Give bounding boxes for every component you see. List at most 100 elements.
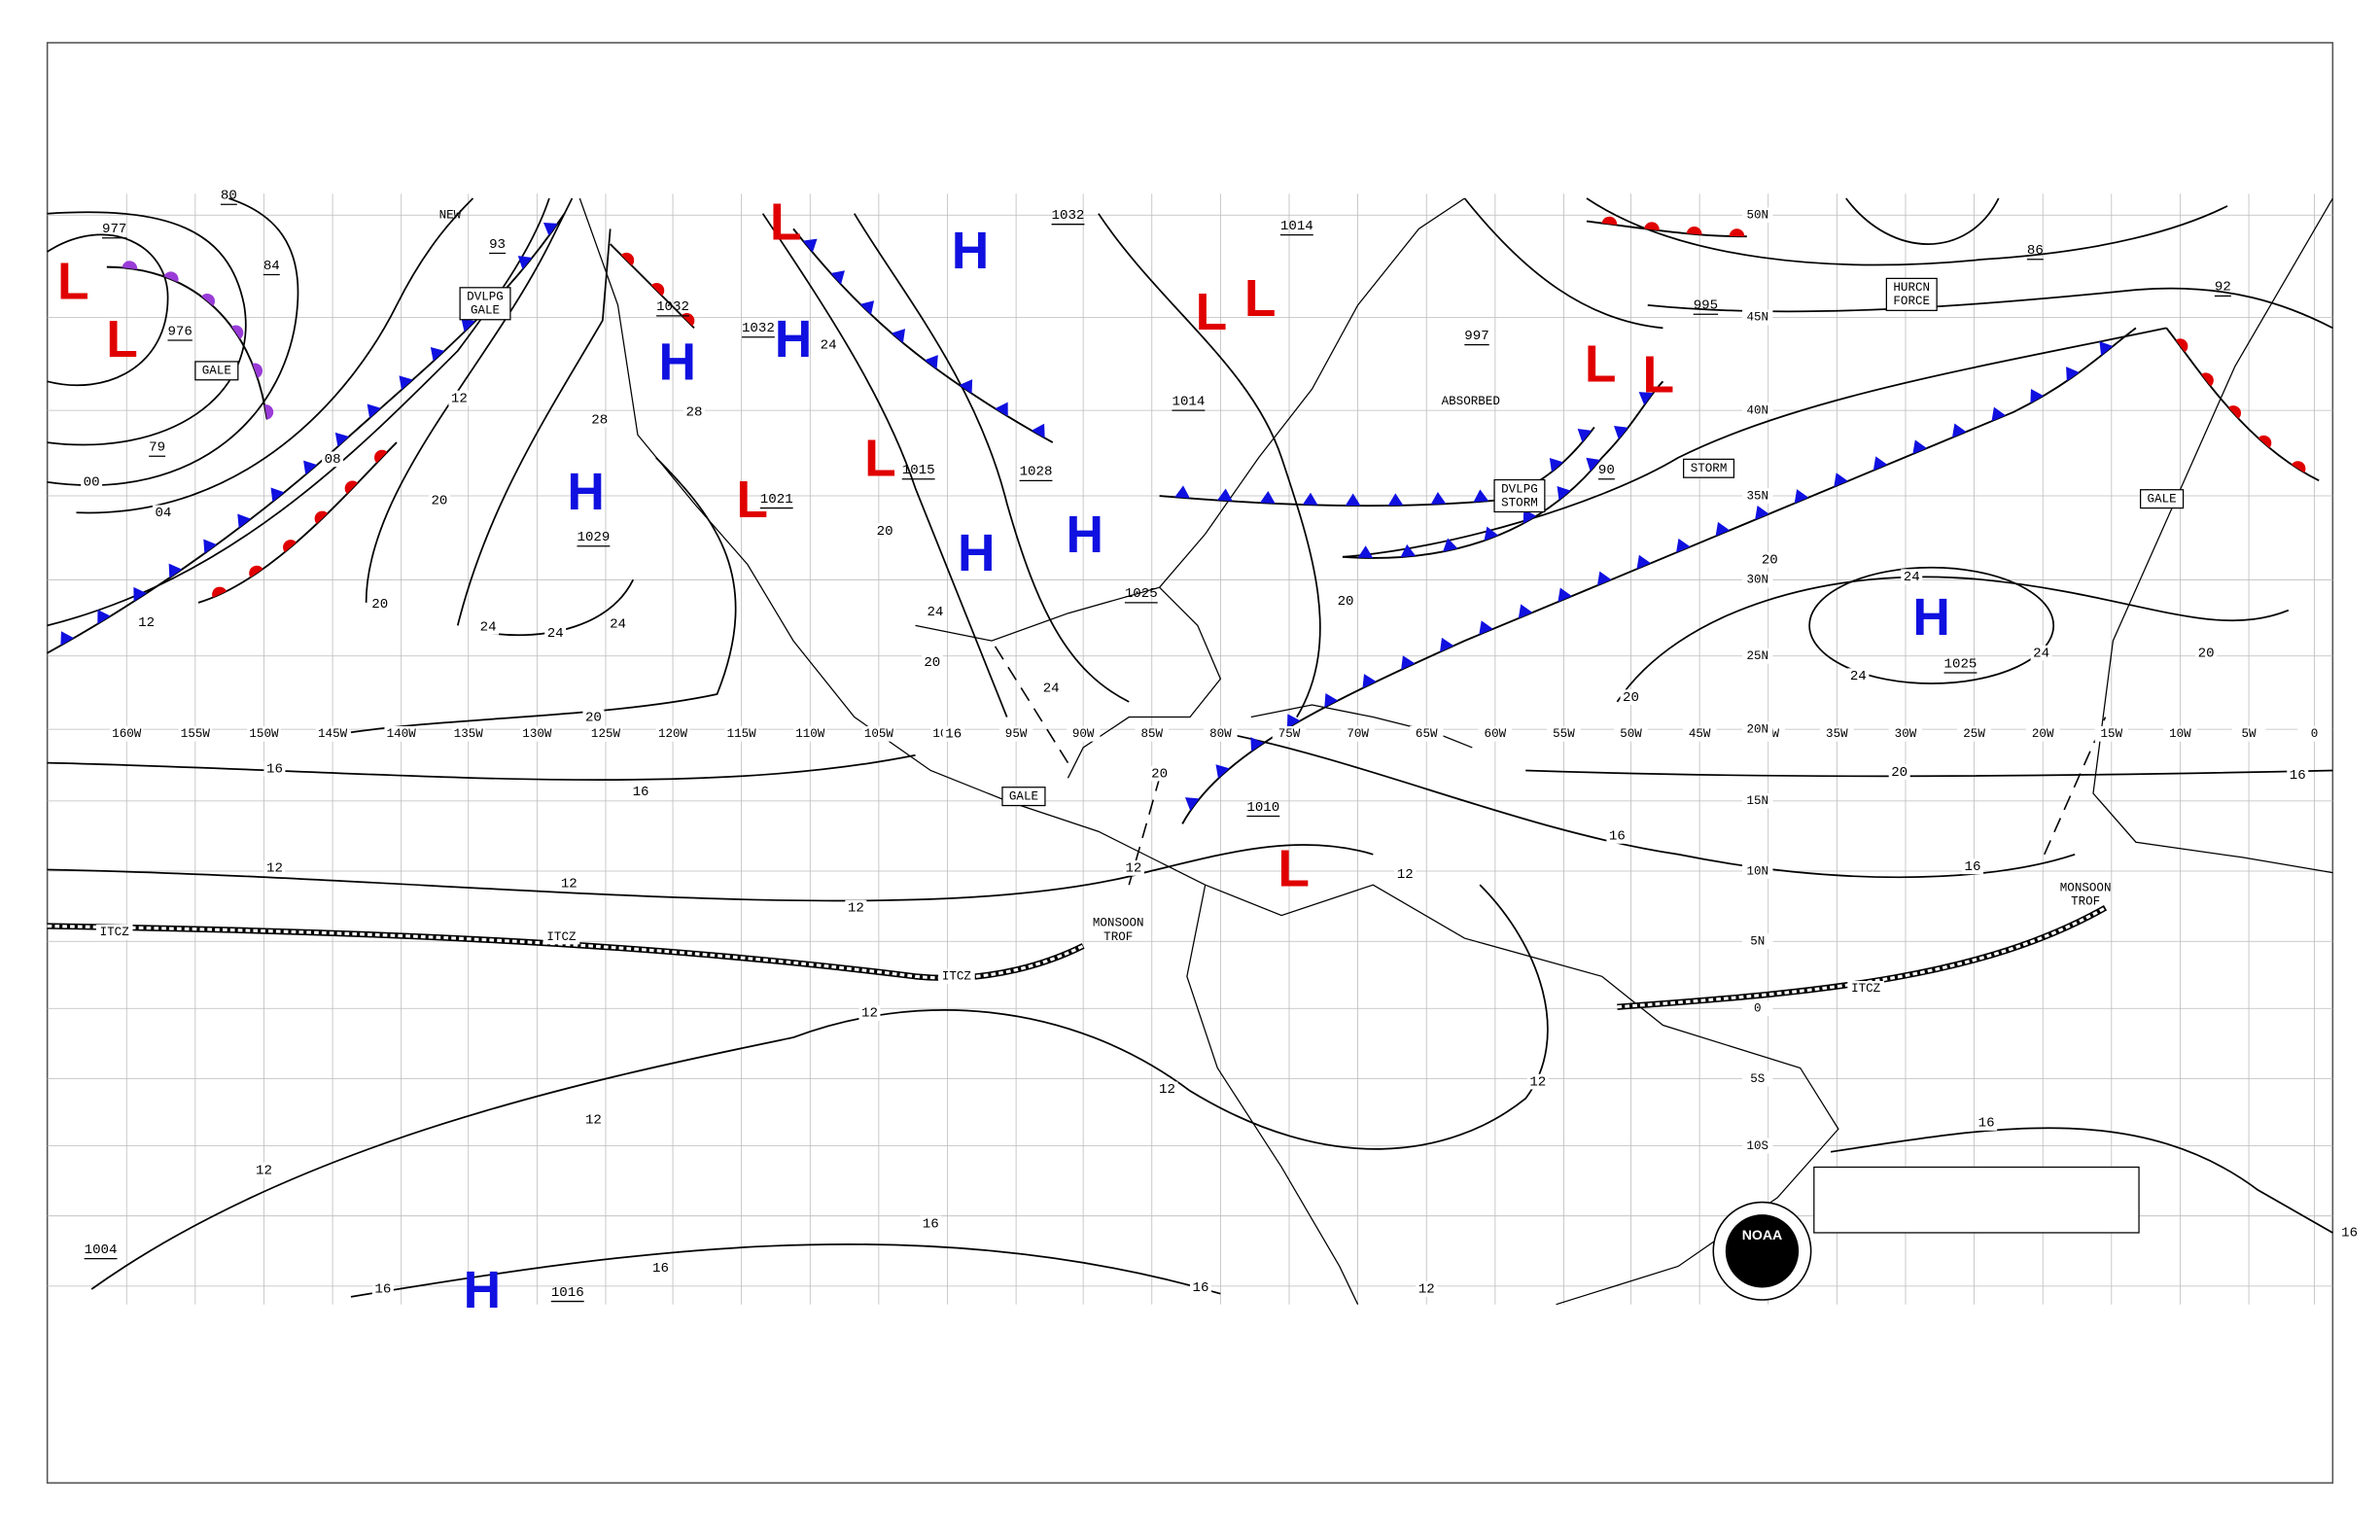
warning-label: GALE bbox=[202, 365, 231, 378]
isobar-label-bg bbox=[1901, 569, 1923, 585]
pressure-value: 93 bbox=[489, 237, 506, 253]
isobar-label-bg bbox=[1606, 828, 1628, 844]
pressure-value: 1032 bbox=[656, 299, 689, 315]
isobar-label: 20 bbox=[431, 493, 447, 508]
lon-label-box bbox=[1135, 725, 1170, 742]
isobar-label-bg bbox=[322, 451, 344, 468]
cold-front-barb bbox=[2066, 367, 2080, 381]
warning-label: GALE bbox=[2148, 492, 2177, 506]
warm-front-bump bbox=[249, 565, 263, 578]
isobar-label: 20 bbox=[1891, 765, 1908, 781]
lon-label-box bbox=[2094, 725, 2129, 742]
isobar-label: 20 bbox=[1151, 766, 1168, 782]
lat-label: 20N bbox=[1746, 722, 1768, 736]
isobar-label-bg bbox=[253, 1162, 275, 1178]
isobar bbox=[350, 1242, 1221, 1298]
pressure-value: 1025 bbox=[1944, 656, 1978, 672]
lat-label-box bbox=[1742, 309, 1773, 326]
isobar bbox=[365, 197, 574, 603]
isobar-label: 16 bbox=[1978, 1116, 1995, 1132]
isobar-label-bg bbox=[818, 336, 840, 353]
lon-label-box bbox=[1820, 725, 1854, 742]
lon-label-box bbox=[1888, 725, 1923, 742]
isobar-label: 12 bbox=[561, 876, 578, 892]
cold-front-barb bbox=[430, 347, 445, 362]
map-label: MONSOON bbox=[2060, 882, 2112, 895]
low-center: L bbox=[1585, 335, 1617, 393]
isobar-label-bg bbox=[1156, 1081, 1178, 1098]
lon-label: 105W bbox=[864, 727, 894, 741]
cold-front-barb bbox=[399, 375, 413, 390]
isobar-label-bg bbox=[81, 474, 103, 490]
lon-label-box bbox=[1614, 725, 1648, 742]
isobar-label-bg bbox=[135, 614, 158, 631]
lon-label: 65W bbox=[1416, 727, 1438, 741]
lat-label: 25N bbox=[1746, 649, 1768, 663]
isobar-label: 08 bbox=[325, 452, 341, 468]
isobar-label-bg bbox=[263, 761, 286, 777]
isobar-label-bg bbox=[1888, 764, 1910, 780]
occluded-front-bump bbox=[122, 261, 138, 270]
cold-front-barb bbox=[1400, 543, 1417, 558]
cold-front-barb bbox=[959, 379, 973, 394]
lon-label-box bbox=[588, 725, 623, 742]
pressure-value: 80 bbox=[221, 189, 237, 204]
lat-label-box bbox=[1742, 863, 1773, 879]
lat-label-box bbox=[1742, 1070, 1773, 1087]
isobar-label-bg bbox=[607, 615, 629, 632]
warning-box bbox=[194, 361, 239, 381]
lon-label: 5W bbox=[2242, 727, 2258, 741]
lon-label-box bbox=[1547, 725, 1581, 742]
warning-label: FORCE bbox=[1893, 295, 1930, 308]
cold-front-barb bbox=[1286, 714, 1301, 729]
cold-front-barb bbox=[1596, 571, 1612, 586]
isobar-label: 16 bbox=[945, 727, 962, 743]
isobar-label: 12 bbox=[451, 391, 468, 406]
isobar-label: 16 bbox=[374, 1282, 391, 1298]
isobar-label-bg bbox=[1190, 1279, 1211, 1296]
isobar-label-bg bbox=[588, 411, 611, 428]
isobar bbox=[47, 753, 916, 782]
lon-label: 75W bbox=[1278, 727, 1301, 741]
map-label: MONSOON bbox=[1093, 917, 1144, 930]
isobar-label-bg bbox=[1335, 593, 1357, 610]
lon-label-box bbox=[247, 725, 281, 742]
lon-label: 110W bbox=[795, 727, 825, 741]
isobar-label-bg bbox=[942, 725, 964, 742]
isobar-label: 16 bbox=[266, 762, 283, 778]
lon-label: 145W bbox=[318, 727, 348, 741]
isobar-label: 12 bbox=[861, 1006, 878, 1022]
lat-label-box bbox=[1742, 721, 1773, 737]
low-center: L bbox=[1278, 841, 1310, 898]
cold-front-barb bbox=[1479, 620, 1493, 635]
high-center: H bbox=[658, 334, 696, 392]
pressure-value: 86 bbox=[2027, 243, 2044, 259]
high-center: H bbox=[958, 525, 996, 582]
isobar-label: 12 bbox=[1418, 1282, 1435, 1298]
occluded-front-bump bbox=[163, 271, 179, 283]
lat-label: 45N bbox=[1746, 311, 1768, 325]
warning-label: GALE bbox=[471, 304, 500, 318]
cold-front-barb bbox=[1794, 489, 1809, 504]
isobar-label: 00 bbox=[84, 475, 100, 491]
cold-front-barb bbox=[1387, 493, 1404, 507]
cold-front-barb bbox=[542, 222, 558, 236]
cold-front-barb bbox=[203, 539, 218, 554]
isobar-label-bg bbox=[582, 1111, 605, 1128]
lon-label-box bbox=[861, 725, 896, 742]
warning-box bbox=[1001, 787, 1046, 807]
itcz-label: ITCZ bbox=[546, 930, 577, 944]
isobar-label: 24 bbox=[927, 605, 943, 620]
isobar-label-bg bbox=[921, 654, 943, 670]
isobar-label-bg bbox=[874, 523, 896, 539]
warning-box bbox=[1885, 277, 1938, 311]
warm-front-bump bbox=[1601, 216, 1618, 226]
itcz-label-bg bbox=[1847, 981, 1884, 997]
isobar-label-bg bbox=[1962, 858, 1983, 875]
lat-label: 35N bbox=[1746, 489, 1768, 503]
lon-label-box bbox=[1682, 725, 1717, 742]
coastline bbox=[1159, 197, 1465, 588]
isobar-label-bg bbox=[1620, 689, 1642, 705]
coastline bbox=[2092, 197, 2333, 874]
